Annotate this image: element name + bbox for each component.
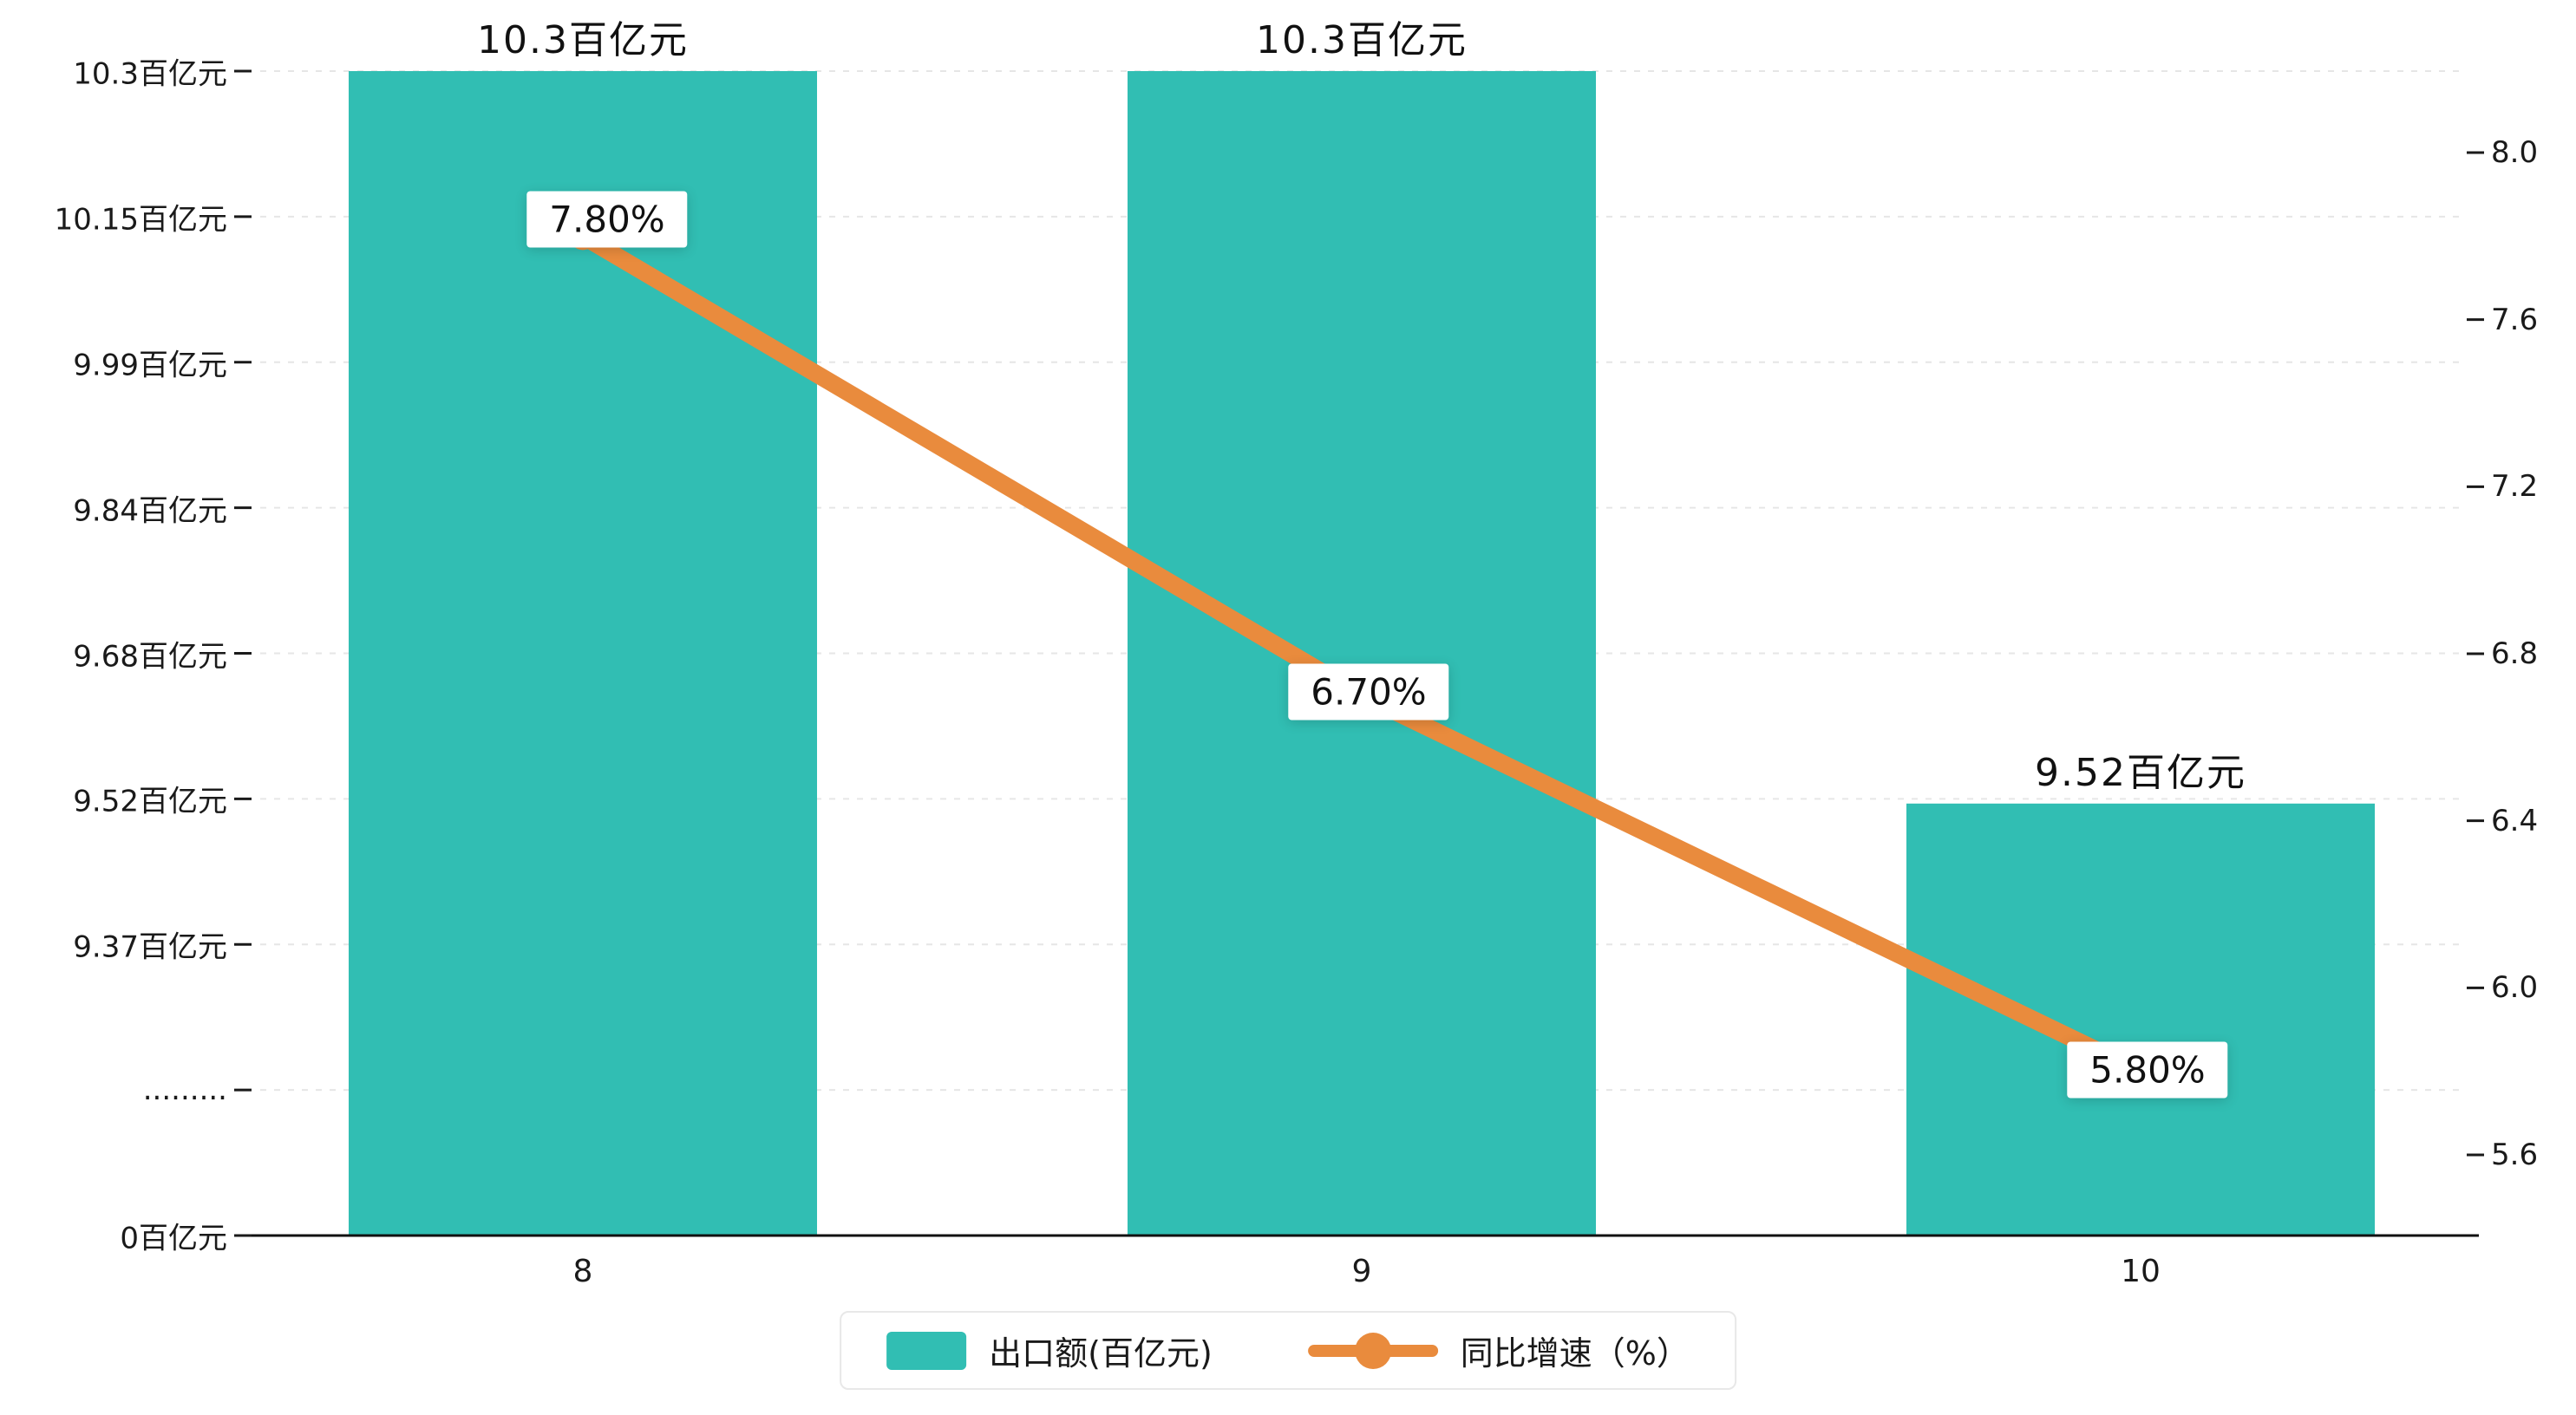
bar-month-8 <box>349 71 817 1236</box>
left-axis-tick-label: ......... <box>142 1073 227 1108</box>
left-axis-tick-label: 9.37百亿元 <box>73 929 227 965</box>
legend-label-export: 出口额(百亿元) <box>989 1334 1213 1373</box>
right-axis-tick-label: 8.0 <box>2491 135 2539 170</box>
x-axis-tick-label: 9 <box>1351 1254 1372 1289</box>
legend: 出口额(百亿元) 同比增速（%） <box>840 1311 1736 1390</box>
line-point-label: 7.80% <box>526 191 688 248</box>
line-dot-icon <box>1307 1332 1438 1369</box>
left-axis-tick-label: 9.68百亿元 <box>73 639 227 674</box>
x-axis-tick-label: 10 <box>2121 1254 2161 1289</box>
line-point-label: 5.80% <box>2067 1041 2228 1099</box>
left-axis-tick-label: 9.84百亿元 <box>73 493 227 529</box>
bar-value-label: 10.3百亿元 <box>1256 18 1468 62</box>
legend-item-growth-line[interactable]: 同比增速（%） <box>1307 1327 1690 1374</box>
left-axis-tick-label: 0百亿元 <box>120 1221 227 1256</box>
right-axis-tick-label: 7.6 <box>2491 302 2539 337</box>
bar-month-10 <box>1906 803 2375 1236</box>
left-axis-tick-label: 10.3百亿元 <box>73 56 227 92</box>
right-axis-tick-label: 6.8 <box>2491 636 2539 671</box>
bar-swatch-icon <box>886 1331 967 1370</box>
bar-value-label: 10.3百亿元 <box>477 18 689 62</box>
left-axis-tick-label: 9.52百亿元 <box>73 784 227 819</box>
bar-month-9 <box>1128 71 1596 1236</box>
bar-value-label: 9.52百亿元 <box>2035 750 2246 795</box>
left-axis-tick-label: 10.15百亿元 <box>54 202 227 238</box>
legend-item-export-bar[interactable]: 出口额(百亿元) <box>886 1327 1213 1374</box>
legend-line-dot-icon <box>1354 1332 1391 1369</box>
line-point-label: 6.70% <box>1288 663 1449 721</box>
right-axis-tick-label: 6.4 <box>2491 803 2539 838</box>
right-axis-tick-label: 6.0 <box>2491 970 2539 1006</box>
right-axis-tick-label: 7.2 <box>2491 469 2539 505</box>
legend-label-growth: 同比增速（%） <box>1460 1334 1690 1373</box>
left-axis-tick-label: 9.99百亿元 <box>73 348 227 383</box>
right-axis-tick-label: 5.6 <box>2491 1138 2539 1172</box>
x-axis-tick-label: 8 <box>572 1254 593 1289</box>
